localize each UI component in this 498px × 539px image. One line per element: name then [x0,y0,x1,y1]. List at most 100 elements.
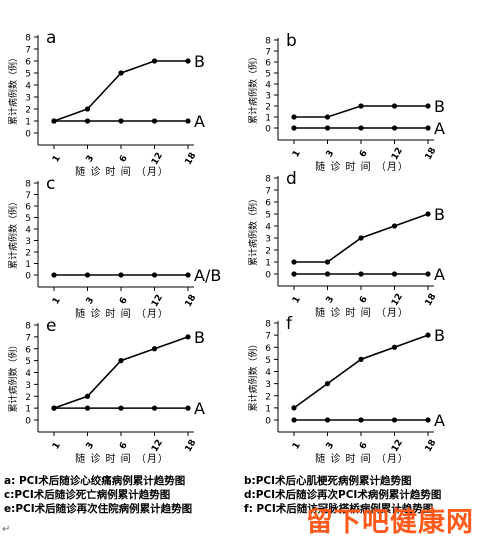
y-axis-label: 累计病例数（例） [7,197,19,269]
data-point-B [324,114,331,120]
x-tick-label: 3 [325,149,337,159]
y-tick-label: 7 [265,187,271,197]
data-point-B [291,259,297,265]
y-axis-label: 累计病例数（例） [247,339,259,411]
y-tick-label: 3 [265,380,271,390]
y-tick-label: 3 [25,94,31,104]
y-tick-label: 2 [265,392,271,402]
x-tick-label: 6 [358,149,370,159]
data-point-B [358,235,364,241]
y-tick-label: 0 [265,125,271,135]
y-tick-label: 7 [25,191,31,201]
y-tick-label: 7 [25,46,31,56]
caption-a: a: PCI术后随诊心绞痛病例累计趋势图 [4,475,186,487]
data-point-B [358,103,364,109]
y-axis-label: 累计病例数（例） [7,340,19,412]
watermark: 留下吧健康网 [306,507,474,538]
y-tick-label: 6 [25,345,31,355]
series-label-A: A [194,112,205,131]
y-tick-label: 7 [265,332,271,342]
caption-e: e:PCI术后随诊再次住院病例累计趋势图 [4,503,193,515]
panel-letter: b [286,31,297,51]
x-tick-label: 18 [424,292,439,308]
y-tick-label: 3 [265,235,271,245]
x-tick-label: 6 [118,441,130,451]
data-point-A [51,118,57,124]
x-tick-label: 18 [424,146,439,162]
x-tick-label: 6 [118,154,130,164]
y-tick-label: 6 [25,203,31,213]
series-label-A: A [434,265,445,284]
data-point-A [324,271,331,277]
y-tick-label: 1 [25,118,31,128]
y-tick-label: 5 [265,211,271,221]
y-tick-label: 7 [25,333,31,343]
data-point-A [118,118,124,124]
y-tick-label: 5 [25,214,31,224]
data-point-B [391,223,398,229]
series-line-B [293,334,429,409]
y-tick-label: 2 [25,393,31,403]
series-label-A/B: A/B [194,266,221,285]
series-label-A: A [434,119,445,138]
y-tick-label: 8 [25,322,31,332]
y-tick-label: 3 [25,237,31,247]
y-axis-label: 累计病例数（例） [7,53,19,125]
paragraph-mark-icon: ↵ [2,524,11,535]
data-point-A [358,417,364,423]
x-tick-label: 1 [51,441,63,451]
y-tick-label: 6 [265,59,271,69]
data-point-B [324,259,331,265]
y-tick-label: 3 [25,381,31,391]
series-label-B: B [194,52,205,71]
x-axis-label: 随 诊 时 间 （月） [75,452,169,465]
caption-d: d:PCI术后随诊再次PCI术病例累计趋势图 [244,489,442,501]
x-tick-label: 18 [184,438,199,454]
y-tick-label: 8 [265,175,271,185]
x-tick-label: 1 [51,154,63,164]
data-point-B [291,114,297,120]
y-tick-label: 2 [25,106,31,116]
data-point-B [84,393,91,399]
data-point-B [358,356,364,362]
x-axis-label: 随 诊 时 间 （月） [315,452,409,465]
x-tick-label: 1 [291,295,303,305]
x-axis-label: 随 诊 时 间 （月） [75,165,169,178]
x-tick-label: 12 [150,151,165,167]
series-label-B: B [434,97,445,116]
x-tick-label: 12 [390,292,405,308]
data-point-A/B [84,272,91,278]
data-point-A [118,405,124,411]
data-point-B [425,332,431,338]
data-point-A [324,125,331,131]
data-point-A [391,417,398,423]
x-tick-label: 3 [85,154,97,164]
data-point-A/B [185,272,191,278]
x-tick-label: 18 [424,438,439,454]
y-tick-label: 4 [265,81,271,91]
y-tick-label: 4 [265,368,271,378]
x-tick-label: 12 [150,438,165,454]
caption-c: c:PCI术后随诊死亡病例累计趋势图 [4,489,171,501]
data-point-A [185,405,191,411]
data-point-A [391,125,398,131]
y-tick-label: 6 [265,344,271,354]
caption-b: b:PCI术后心肌梗死病例累计趋势图 [244,475,412,487]
data-point-A [151,118,158,124]
x-tick-label: 3 [85,441,97,451]
series-label-B: B [434,205,445,224]
y-tick-label: 2 [25,249,31,259]
series-line-B [53,336,189,409]
x-tick-label: 3 [85,296,97,306]
data-point-A [84,405,91,411]
data-point-A [291,125,297,131]
data-point-A/B [151,272,158,278]
y-tick-label: 5 [265,70,271,80]
data-point-A [425,125,431,131]
x-tick-label: 1 [291,149,303,159]
